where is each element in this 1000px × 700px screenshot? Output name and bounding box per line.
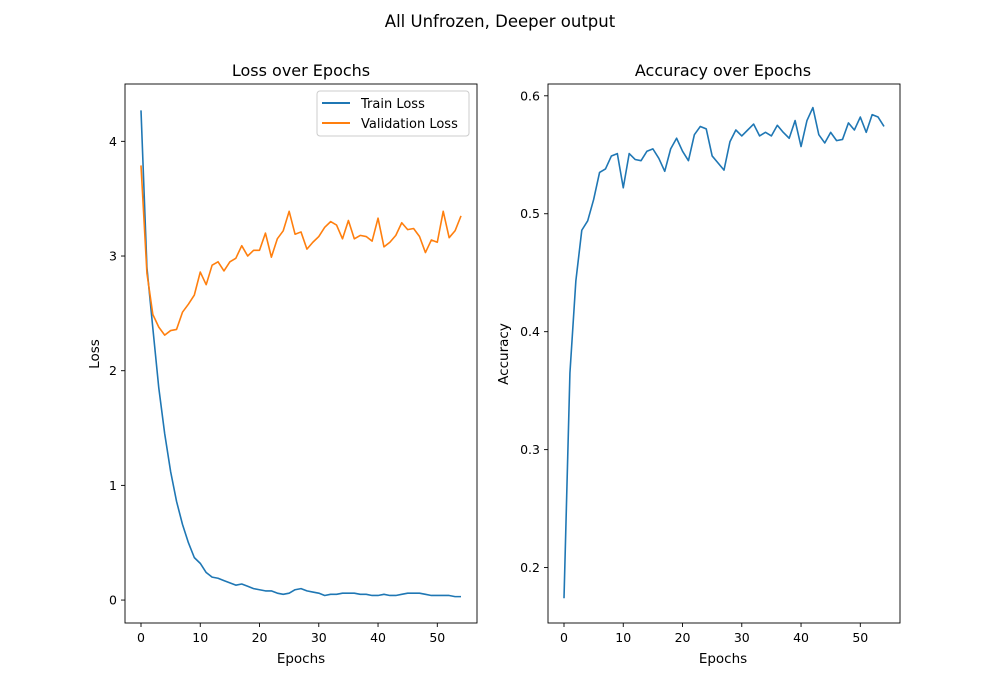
loss-chart: Loss over Epochs 0 10 20 30 40 50 0 1 2 3 4 Epochs… [87, 61, 478, 667]
loss-xtick-label: 0 [137, 630, 145, 645]
accuracy-ytick-label: 0.2 [520, 560, 540, 575]
accuracy-chart: Accuracy over Epochs 0 10 20 30 40 50 0.2 0.3 0.… [496, 61, 901, 667]
loss-xtick-label: 20 [252, 630, 268, 645]
accuracy-ytick-label: 0.6 [520, 88, 540, 103]
legend-label-validation: Validation Loss [361, 117, 458, 132]
accuracy-series-line [563, 106, 885, 599]
accuracy-ytick-label: 0.3 [520, 442, 540, 457]
accuracy-ytick-label: 0.5 [520, 206, 540, 221]
loss-ytick-label: 0 [109, 593, 117, 608]
accuracy-ytick-label: 0.4 [520, 324, 540, 339]
loss-xtick-label: 50 [429, 630, 445, 645]
loss-chart-xlabel: Epochs [277, 651, 325, 667]
loss-axes-frame [124, 83, 478, 624]
accuracy-xtick-label: 40 [793, 630, 809, 645]
validation-loss-line [140, 165, 462, 336]
loss-ytick-label: 3 [109, 249, 117, 264]
loss-chart-ylabel: Loss [87, 339, 103, 369]
loss-ytick-label: 1 [109, 478, 117, 493]
accuracy-chart-title: Accuracy over Epochs [635, 61, 811, 80]
accuracy-xtick-label: 20 [675, 630, 691, 645]
accuracy-xtick-label: 30 [734, 630, 750, 645]
accuracy-xtick-label: 0 [560, 630, 568, 645]
loss-chart-legend: Train Loss Validation Loss [316, 90, 470, 137]
loss-xtick-label: 10 [192, 630, 208, 645]
figure-title: All Unfrozen, Deeper output [385, 12, 616, 31]
accuracy-xtick-label: 50 [852, 630, 868, 645]
loss-xtick-label: 40 [370, 630, 386, 645]
loss-chart-title: Loss over Epochs [232, 61, 370, 80]
loss-ytick-label: 2 [109, 363, 117, 378]
accuracy-axes-frame [547, 83, 901, 624]
accuracy-chart-ylabel: Accuracy [496, 323, 512, 385]
train-loss-line [140, 110, 461, 598]
legend-label-train: Train Loss [360, 97, 425, 112]
accuracy-xtick-label: 10 [615, 630, 631, 645]
loss-ytick-label: 4 [109, 134, 117, 149]
loss-xtick-label: 30 [311, 630, 327, 645]
legend-box [316, 90, 470, 137]
accuracy-chart-xlabel: Epochs [699, 651, 747, 667]
